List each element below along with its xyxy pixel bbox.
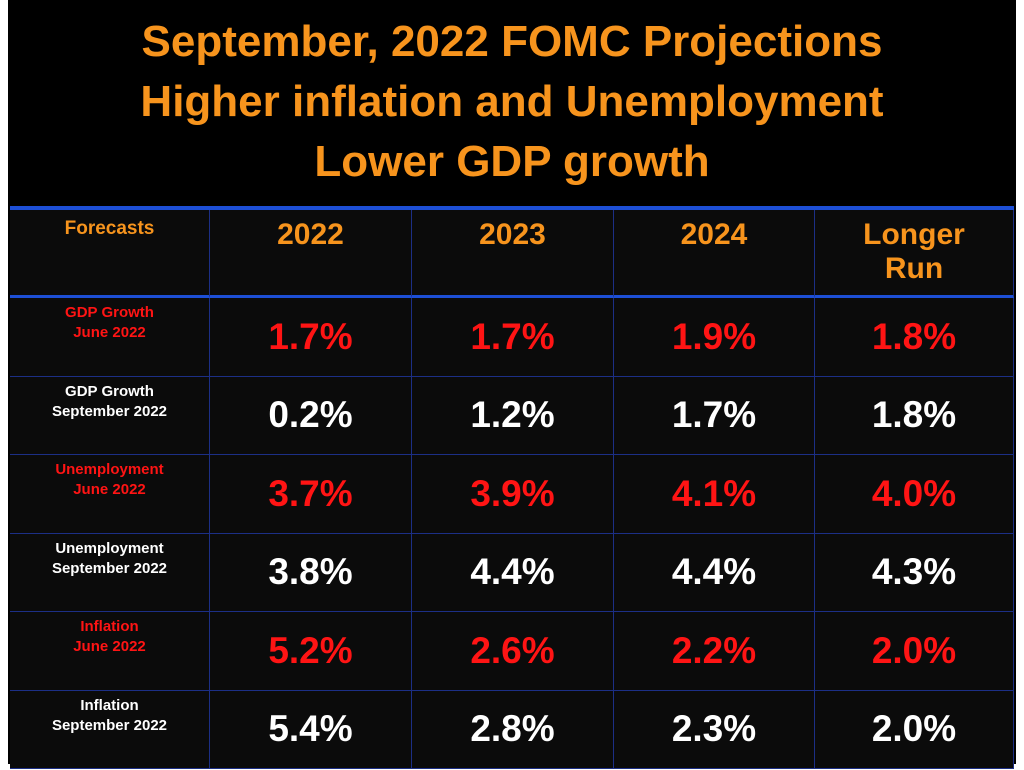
value-text: 1.7% <box>470 315 555 357</box>
value-text: 3.9% <box>470 472 555 514</box>
column-header: 2023 <box>412 210 614 298</box>
forecast-table: Forecasts 2022 2023 2024 Longer Run GDP Growth… <box>10 206 1014 769</box>
value-text: 1.8% <box>871 315 957 357</box>
value-cell: 1.7% <box>614 376 815 455</box>
row-label-line: September 2022 <box>51 716 168 734</box>
value-text: 3.7% <box>268 472 353 514</box>
value-text: 2.0% <box>871 629 957 671</box>
value-cell: 1.8% <box>815 298 1014 377</box>
header-text: Longer <box>863 218 965 251</box>
value-text: 2.3% <box>671 708 757 750</box>
value-cell: 2.0% <box>815 612 1014 691</box>
header-text: Run <box>884 252 944 285</box>
row-label-line: Unemployment <box>55 539 164 557</box>
title-line: September, 2022 FOMC Projections <box>141 17 883 66</box>
value-cell: 0.2% <box>210 376 412 455</box>
row-label: GDP Growth June 2022 <box>10 298 210 377</box>
column-header: Longer Run <box>815 210 1014 298</box>
header-text: 2023 <box>479 218 546 251</box>
value-text: 2.8% <box>470 708 555 750</box>
value-text: 0.2% <box>268 394 353 436</box>
value-text: 4.0% <box>871 472 957 514</box>
value-text: 4.3% <box>871 551 957 593</box>
header-text: 2024 <box>680 218 748 251</box>
row-label: Inflation September 2022 <box>10 690 210 769</box>
row-label-line: Unemployment <box>55 461 164 478</box>
value-text: 1.9% <box>671 315 757 357</box>
value-text: 4.4% <box>470 551 555 593</box>
value-cell: 4.4% <box>614 533 815 612</box>
value-cell: 2.8% <box>412 690 614 769</box>
row-label-line: Inflation <box>80 696 139 714</box>
value-cell: 1.8% <box>815 376 1014 455</box>
value-cell: 5.4% <box>210 690 412 769</box>
value-text: 4.1% <box>671 472 757 514</box>
row-label-line: June 2022 <box>73 638 146 655</box>
row-label-line: GDP Growth <box>65 304 154 321</box>
value-text: 5.2% <box>268 629 353 671</box>
value-text: 5.4% <box>268 708 353 750</box>
row-label-line: June 2022 <box>73 481 146 498</box>
row-label-line: GDP Growth <box>65 382 154 400</box>
value-cell: 1.9% <box>614 298 815 377</box>
value-cell: 1.7% <box>210 298 412 377</box>
column-header: Forecasts <box>10 210 210 298</box>
value-text: 1.8% <box>871 394 957 436</box>
value-cell: 3.8% <box>210 533 412 612</box>
row-label: GDP Growth September 2022 <box>10 376 210 455</box>
value-cell: 4.4% <box>412 533 614 612</box>
value-text: 1.2% <box>470 394 555 436</box>
value-cell: 2.0% <box>815 690 1014 769</box>
value-cell: 1.2% <box>412 376 614 455</box>
title-line: Higher inflation and Unemployment <box>140 77 884 126</box>
header-text: Forecasts <box>64 218 155 239</box>
slide: September, 2022 FOMC Projections Higher i… <box>8 0 1016 769</box>
value-text: 2.0% <box>871 708 957 750</box>
value-text: 3.8% <box>268 551 353 593</box>
row-label: Unemployment June 2022 <box>10 455 210 534</box>
value-cell: 4.1% <box>614 455 815 534</box>
row-label-line: June 2022 <box>73 324 146 341</box>
title-block: September, 2022 FOMC Projections Higher i… <box>8 12 1016 192</box>
value-text: 1.7% <box>268 315 353 357</box>
value-text: 2.2% <box>671 629 757 671</box>
column-header: 2024 <box>614 210 815 298</box>
value-cell: 3.7% <box>210 455 412 534</box>
value-cell: 3.9% <box>412 455 614 534</box>
value-text: 4.4% <box>671 551 757 593</box>
row-label-line: Inflation <box>80 618 139 635</box>
value-cell: 2.3% <box>614 690 815 769</box>
row-label-line: September 2022 <box>51 402 168 420</box>
value-text: 2.6% <box>470 629 555 671</box>
value-cell: 4.3% <box>815 533 1014 612</box>
value-cell: 2.6% <box>412 612 614 691</box>
value-cell: 2.2% <box>614 612 815 691</box>
value-cell: 4.0% <box>815 455 1014 534</box>
row-label: Inflation June 2022 <box>10 612 210 691</box>
row-label: Unemployment September 2022 <box>10 533 210 612</box>
value-cell: 1.7% <box>412 298 614 377</box>
title-line: Lower GDP growth <box>314 137 710 186</box>
value-text: 1.7% <box>671 394 757 436</box>
value-cell: 5.2% <box>210 612 412 691</box>
row-label-line: September 2022 <box>51 559 168 577</box>
column-header: 2022 <box>210 210 412 298</box>
header-text: 2022 <box>277 218 344 251</box>
